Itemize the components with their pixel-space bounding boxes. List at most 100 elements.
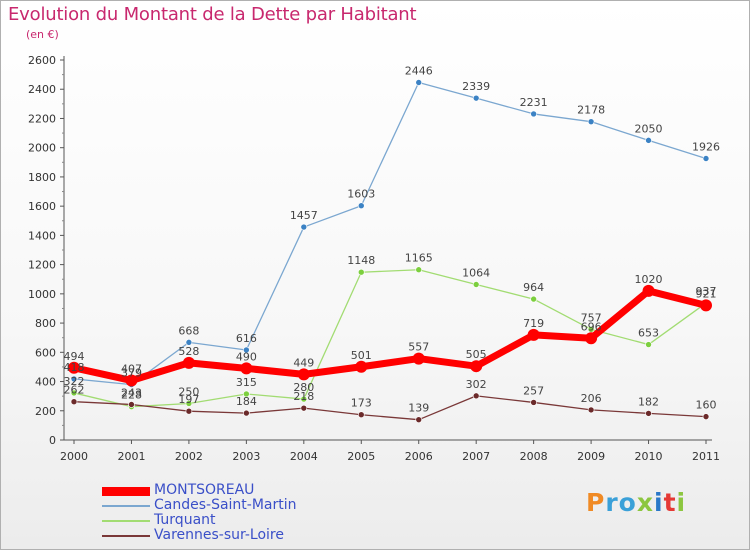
y-tick-label: 1400	[28, 229, 56, 242]
data-point	[642, 284, 655, 297]
data-label: 243	[121, 386, 142, 399]
data-point	[530, 295, 537, 303]
data-label: 315	[236, 376, 257, 389]
data-point	[128, 401, 135, 408]
y-tick-label: 2600	[28, 54, 56, 67]
data-point	[182, 356, 195, 369]
logo-letter: t	[663, 488, 677, 517]
logo-letter: o	[618, 488, 637, 517]
x-tick-label: 2010	[635, 450, 663, 463]
data-label: 1148	[347, 254, 375, 267]
data-point	[472, 281, 480, 288]
data-point	[70, 398, 78, 406]
data-label: 1603	[347, 188, 375, 201]
data-label: 184	[236, 395, 257, 408]
data-point	[472, 392, 480, 400]
data-point	[185, 339, 193, 346]
x-tick-label: 2011	[692, 450, 720, 463]
data-label: 490	[236, 350, 257, 363]
legend-label: Candes-Saint-Martin	[154, 497, 297, 513]
data-point	[240, 362, 253, 375]
data-label: 418	[64, 361, 85, 374]
data-label: 197	[178, 393, 199, 406]
series-line	[73, 395, 707, 421]
data-label: 505	[466, 348, 487, 361]
data-label: 2446	[405, 65, 433, 78]
data-point	[700, 299, 712, 312]
data-label: 494	[64, 350, 85, 363]
data-label: 921	[696, 287, 717, 300]
logo-letter: P	[586, 488, 606, 517]
data-label: 449	[293, 356, 314, 369]
x-tick-label: 2003	[232, 450, 260, 463]
data-label: 1064	[462, 266, 490, 279]
data-point	[243, 409, 250, 417]
data-point	[530, 399, 537, 406]
data-label: 1020	[635, 273, 663, 286]
data-label: 182	[638, 395, 659, 408]
data-point	[357, 202, 365, 210]
x-tick-label: 2004	[290, 450, 318, 463]
series-candes-saint-martin	[70, 79, 710, 388]
series-montsoreau	[68, 284, 712, 387]
proxiti-logo: Proxiti	[586, 488, 686, 517]
series-line	[70, 287, 710, 385]
data-point	[125, 374, 138, 387]
legend-swatch	[102, 505, 150, 507]
data-label: 501	[351, 349, 372, 362]
series-line	[73, 81, 707, 386]
y-tick-label: 200	[35, 405, 56, 418]
data-label: 302	[466, 378, 487, 391]
series-line	[73, 269, 707, 408]
data-label: 2050	[635, 122, 663, 135]
data-point	[185, 407, 193, 415]
data-label: 653	[638, 327, 659, 340]
data-label: 528	[178, 345, 199, 358]
data-point	[243, 346, 250, 354]
data-label: 937	[696, 285, 717, 298]
data-label: 1926	[692, 141, 720, 154]
data-point	[645, 410, 652, 417]
data-label: 322	[64, 375, 85, 388]
data-label: 1457	[290, 209, 318, 222]
data-labels: 418 379 668 616 1457 1603 2446 2339 2231 2178 2050…	[64, 65, 721, 415]
x-tick-label: 2001	[117, 450, 145, 463]
data-label: 379	[121, 367, 142, 380]
data-label: 1165	[405, 252, 433, 265]
data-label: 407	[121, 363, 142, 376]
chart-title: Evolution du Montant de la Dette par Hab…	[8, 4, 417, 25]
data-label: 250	[178, 385, 199, 398]
data-label: 228	[121, 389, 142, 402]
x-tick-label: 2002	[175, 450, 203, 463]
series-turquant	[70, 266, 710, 410]
data-label: 696	[581, 320, 602, 333]
data-point	[587, 118, 595, 125]
data-label: 218	[293, 390, 314, 403]
data-label: 719	[523, 317, 544, 330]
data-point	[357, 268, 365, 276]
data-label: 668	[178, 324, 199, 337]
legend-label: Turquant	[154, 512, 216, 528]
data-point	[70, 375, 78, 383]
data-point	[587, 406, 595, 414]
data-point	[585, 332, 598, 345]
data-point	[415, 79, 423, 86]
data-point	[300, 404, 308, 412]
data-point	[185, 400, 193, 407]
data-point	[530, 110, 537, 118]
data-label: 2339	[462, 80, 490, 93]
data-label: 257	[523, 384, 544, 397]
data-point	[297, 368, 310, 381]
logo-letter: i	[654, 488, 664, 517]
data-point	[645, 137, 652, 144]
data-point	[300, 223, 308, 231]
y-tick-label: 2200	[28, 112, 56, 125]
data-point	[70, 389, 78, 397]
chart-subtitle: (en €)	[26, 28, 59, 41]
data-point	[412, 352, 425, 365]
data-label: 206	[581, 392, 602, 405]
data-label: 139	[408, 402, 429, 415]
data-point	[68, 361, 80, 374]
